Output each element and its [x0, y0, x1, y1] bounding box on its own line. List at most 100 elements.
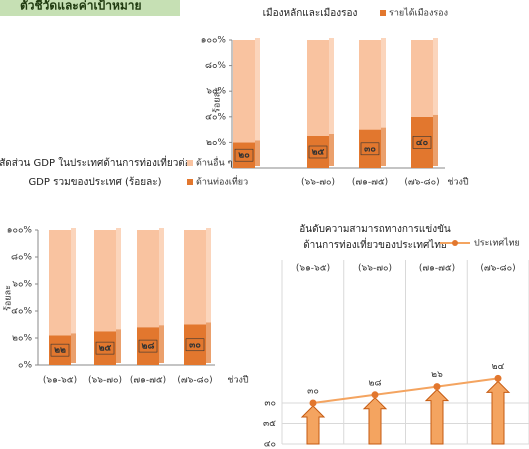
bar-segment — [411, 40, 433, 117]
x-tick-label: (๖๖-๗๐) — [88, 376, 122, 386]
bar-segment — [359, 129, 381, 168]
bar-side — [159, 325, 164, 363]
value-label-box — [308, 145, 328, 159]
x-tick-label: (๖๖-๗๐) — [358, 264, 392, 274]
banner: ตัวชี้วัดและค่าเป้าหมาย — [20, 0, 142, 13]
banner-box — [0, 0, 180, 16]
value-label-box — [138, 339, 158, 353]
bar-side — [433, 114, 438, 166]
legend-label: ประเทศไทย — [474, 238, 520, 249]
chart-title: ด้านการท่องเที่ยวของประเทศไทย — [303, 237, 447, 251]
x-tick-label: (๗๖-๘๐) — [404, 178, 439, 188]
y-tick-label: ๒๐% — [206, 138, 226, 148]
y-tick-label: ๔๐ — [264, 440, 276, 449]
value-label-box — [234, 148, 254, 162]
chart-title: เมืองหลักและเมืองรอง — [263, 7, 358, 19]
bar-segment — [359, 40, 381, 130]
x-tick-label: (๗๑-๗๕) — [130, 376, 166, 386]
y-tick-label: ๖๐% — [12, 280, 32, 290]
y-tick-label: ๖๐% — [206, 87, 226, 97]
bar-segment — [307, 136, 329, 168]
y-tick-label: ๑๐๐% — [7, 226, 33, 236]
bar-side — [159, 228, 164, 326]
y-tick-label: ๒๐% — [12, 334, 32, 344]
y-tick-label: ๘๐% — [11, 253, 32, 263]
value-label: ๓๐ — [189, 340, 201, 350]
marker — [433, 383, 441, 391]
y-tick-label: ๘๐% — [205, 61, 226, 71]
value-label: ๒๒ — [54, 346, 66, 356]
bar-side — [71, 333, 76, 363]
arrow — [424, 388, 450, 445]
bar-segment — [49, 230, 71, 336]
bar-side — [255, 140, 260, 166]
value-label: ๒๘ — [369, 378, 382, 388]
legend-label: รายได้เมืองรอง — [389, 8, 448, 19]
bar-side — [116, 228, 121, 330]
arrow — [300, 405, 326, 445]
value-label: ๓๐ — [307, 387, 319, 397]
bar-segment — [307, 40, 329, 136]
bar-side — [381, 127, 386, 166]
line — [312, 377, 499, 404]
x-axis-label: ช่วงปี — [227, 375, 249, 386]
value-label-box — [95, 341, 115, 355]
bar-side — [329, 38, 334, 134]
marker — [494, 374, 502, 382]
bar-segment — [233, 142, 255, 168]
bar-side — [381, 38, 386, 128]
x-tick-label: (๗๑-๗๕) — [419, 264, 455, 274]
marker — [371, 391, 379, 399]
bar-side — [71, 228, 76, 334]
legend-swatch — [380, 10, 386, 16]
value-label-box — [360, 142, 380, 156]
bar-segment — [233, 40, 255, 143]
legend-swatch — [187, 160, 193, 166]
marker — [309, 399, 317, 407]
bar-side — [116, 329, 121, 363]
x-tick-label: (๗๑-๗๕) — [352, 178, 388, 188]
x-tick-label: (๗๖-๘๐) — [177, 376, 212, 386]
arrow — [362, 397, 388, 445]
value-label-box — [50, 343, 70, 357]
y-tick-label: ๔๐% — [11, 307, 32, 317]
legend-marker — [452, 240, 458, 246]
value-label: ๒๔ — [492, 362, 505, 372]
bar-segment — [184, 230, 206, 325]
bar-side — [255, 38, 260, 141]
value-label: ๓๐ — [364, 144, 376, 154]
bar-side — [206, 228, 211, 323]
value-label: ๒๕ — [99, 344, 112, 354]
bar-segment — [94, 230, 116, 332]
bar-side — [329, 134, 334, 166]
y-tick-label: ๔๐% — [205, 112, 226, 122]
bar-side — [433, 38, 438, 115]
bar-segment — [411, 116, 433, 168]
value-label: ๒๖ — [431, 370, 443, 380]
legend-label: ด้านท่องเที่ยว — [196, 175, 248, 188]
bar-segment — [137, 327, 159, 365]
y-tick-label: ๐% — [18, 361, 32, 371]
legend-swatch — [187, 179, 193, 185]
value-label: ๒๘ — [142, 342, 155, 352]
arrow — [485, 380, 511, 445]
x-axis-label: ช่วงปี — [447, 177, 469, 188]
chart-title: สัดส่วน GDP ในประเทศด้านการท่องเที่ยวต่อ — [0, 155, 191, 169]
y-tick-label: ๓๕ — [263, 419, 276, 429]
value-label: ๒๕ — [312, 148, 325, 158]
value-label: ๒๐ — [238, 151, 250, 161]
bar-side — [206, 322, 211, 363]
value-label-box — [412, 136, 432, 149]
x-tick-label: (๖๖-๗๐) — [301, 178, 335, 188]
x-tick-label: (๖๑-๖๕) — [43, 376, 77, 386]
y-axis-label: ร้อยละ — [212, 87, 223, 113]
chart-title: อันดับความสามารถทางการแข่งขัน — [299, 224, 451, 235]
y-tick-label: ๓๐ — [264, 399, 276, 409]
bar-segment — [49, 335, 71, 365]
x-tick-label: (๖๑-๖๕) — [296, 264, 330, 274]
legend-label: ด้านอื่น ๆ — [196, 156, 232, 169]
bar-segment — [94, 331, 116, 365]
x-tick-label: (๗๖-๘๐) — [480, 264, 515, 274]
bar-segment — [184, 324, 206, 365]
